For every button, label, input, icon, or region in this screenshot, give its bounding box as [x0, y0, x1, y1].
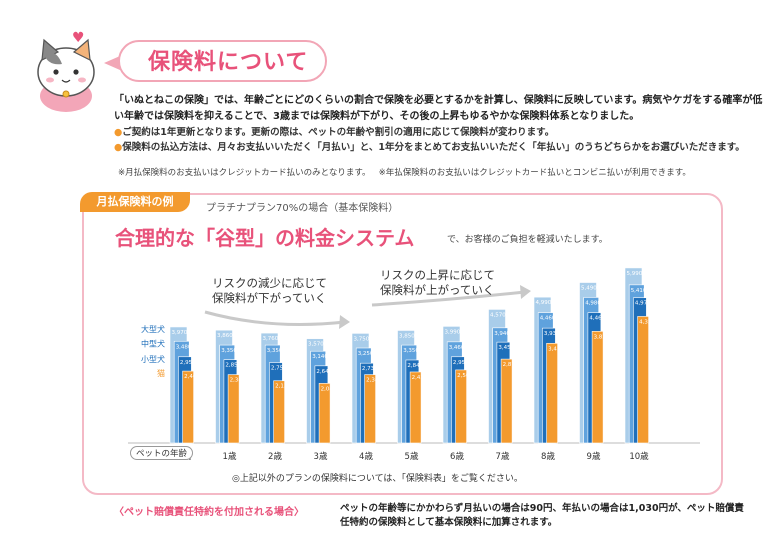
bar-猫-7歳 [500, 358, 513, 444]
note-annual: ※年払保険料のお支払いはクレジットカード払いとコンビニ払いが利用できます。 [378, 168, 691, 178]
data-label: 3,850円 [399, 332, 421, 339]
liability-rider-text: ペットの年齢等にかかわらず月払いの場合は90円、年払いの場合は1,030円が、ペ… [340, 503, 744, 528]
data-label: 5,410円 [631, 287, 653, 294]
intro-block: 「いぬとねこの保険」では、年齢ごとにどのくらいの割合で保険を必要とするかを計算し… [114, 93, 764, 155]
legend-label-小型犬: 小型犬 [141, 354, 165, 364]
x-tick-label: 7歳 [496, 451, 510, 462]
increase-arrow-line [371, 290, 526, 307]
x-tick-label: 6歳 [450, 451, 464, 462]
data-label: 4,330円 [639, 318, 661, 325]
x-tick-label: 3歳 [314, 451, 328, 462]
x-tick-label: 1歳 [223, 451, 237, 462]
data-label: 3,350円 [221, 347, 243, 354]
data-label: 3,410円 [548, 345, 570, 352]
data-label: 2,850円 [225, 362, 247, 369]
heart-icon: ♥ [72, 30, 85, 46]
data-label: 3,350円 [403, 347, 425, 354]
arrow-text-increase: リスクの上昇に応じて 保険料が上がっていく [380, 268, 495, 297]
speech-bubble-tail [104, 56, 120, 70]
data-label: 2,430円 [412, 374, 434, 381]
data-label: 3,930円 [544, 330, 566, 337]
data-label: 2,340円 [230, 377, 252, 384]
bar-猫-1歳 [227, 374, 240, 444]
bar-猫-2歳 [273, 380, 285, 444]
data-label: 3,480円 [176, 343, 198, 350]
data-label: 5,990円 [627, 270, 649, 277]
data-label: 4,570円 [490, 311, 512, 318]
data-label: 2,460円 [184, 373, 206, 380]
headline-suffix: で、お客様のご負担を軽減いたします。 [447, 235, 608, 245]
bar-猫-6歳 [455, 369, 467, 444]
note-monthly: ※月払保険料のお支払いはクレジットカード払いのみとなります。 [118, 168, 371, 178]
pet-age-axis-label: ペットの年齢 [130, 446, 194, 460]
data-label: 2,500円 [457, 372, 479, 379]
data-label: 4,460円 [540, 315, 562, 322]
legend-label-猫: 猫 [157, 368, 165, 378]
data-label: 3,820円 [594, 333, 616, 340]
bar-猫-0歳 [182, 370, 194, 444]
liability-rider-heading: 〈ペット賠償責任特約を付加される場合〉 [114, 507, 304, 518]
data-label: 4,980円 [585, 299, 607, 306]
decrease-arrow-head [339, 315, 350, 329]
data-label: 2,730円 [362, 365, 384, 372]
decrease-arrow-line [204, 310, 346, 326]
bullet-dot-icon: ● [114, 142, 123, 153]
bullet-renewal: ●ご契約は1年更新となります。更新の際は、ペットの年齢や割引の適用に応じて保険料… [114, 127, 555, 138]
x-tick-label: 10歳 [629, 451, 649, 462]
payment-notes: ※月払保険料のお支払いはクレジットカード払いのみとなります。 ※年払保険料のお支… [118, 166, 691, 178]
bullet-dot-icon: ● [114, 127, 123, 138]
legend-label-大型犬: 大型犬 [141, 324, 165, 334]
data-label: 3,990円 [445, 328, 467, 335]
plan-caption: プラチナプラン70%の場合（基本保険料） [206, 203, 399, 214]
bar-猫-5歳 [409, 371, 422, 444]
arrow-text-decrease: リスクの減少に応じて 保険料が下がっていく [212, 276, 327, 305]
headline: 合理的な「谷型」の料金システム [115, 226, 415, 250]
data-label: 5,490円 [581, 285, 603, 292]
x-tick-label: 5歳 [405, 451, 419, 462]
monthly-example-tag: 月払保険料の例 [80, 192, 190, 212]
data-label: 2,950円 [453, 359, 475, 366]
cat-mascot-illustration [37, 38, 95, 112]
data-label: 4,970円 [635, 300, 657, 307]
data-label: 2,040円 [321, 385, 343, 392]
bar-猫-8歳 [546, 343, 558, 444]
data-label: 3,860円 [217, 332, 239, 339]
data-label: 3,570円 [308, 341, 330, 348]
data-label: 3,140円 [312, 353, 334, 360]
data-label: 2,340円 [366, 377, 388, 384]
bar-猫-10歳 [637, 316, 649, 444]
data-label: 2,750円 [271, 365, 293, 372]
increase-arrow-head [520, 285, 531, 299]
data-label: 2,870円 [503, 361, 525, 368]
data-label: 4,990円 [536, 299, 558, 306]
data-label: 3,750円 [354, 335, 376, 342]
data-label: 3,350円 [267, 347, 289, 354]
data-label: 3,940円 [494, 330, 516, 337]
data-label: 3,970円 [172, 329, 194, 336]
bullet-payment: ●保険料の払込方法は、月々お支払いいただく「月払い」と、1年分をまとめてお支払い… [114, 142, 745, 153]
data-label: 3,460円 [449, 344, 471, 351]
x-tick-label: 4歳 [359, 451, 373, 462]
data-label: 3,760円 [263, 335, 285, 342]
data-label: 2,840円 [407, 362, 429, 369]
chart-footnote: ◎上記以外のプランの保険料については、「保険料表」をご覧ください。 [232, 474, 523, 484]
data-label: 3,450円 [498, 344, 520, 351]
page-title: 保険料について [148, 50, 309, 75]
data-label: 2,950円 [180, 359, 202, 366]
x-tick-label: 8歳 [541, 451, 555, 462]
x-tick-label: 9歳 [587, 451, 601, 462]
title-speech-bubble [118, 40, 327, 82]
x-tick-label: 2歳 [268, 451, 282, 462]
data-label: 3,250円 [358, 350, 380, 357]
bar-猫-4歳 [364, 374, 376, 444]
data-label: 4,460円 [589, 315, 611, 322]
bar-猫-9歳 [591, 331, 604, 444]
bar-猫-3歳 [318, 383, 331, 444]
data-label: 2,640円 [316, 368, 338, 375]
intro-paragraph: 「いぬとねこの保険」では、年齢ごとにどのくらいの割合で保険を必要とするかを計算し… [114, 95, 763, 122]
data-label: 2,130円 [275, 383, 297, 390]
legend-label-中型犬: 中型犬 [141, 338, 165, 348]
